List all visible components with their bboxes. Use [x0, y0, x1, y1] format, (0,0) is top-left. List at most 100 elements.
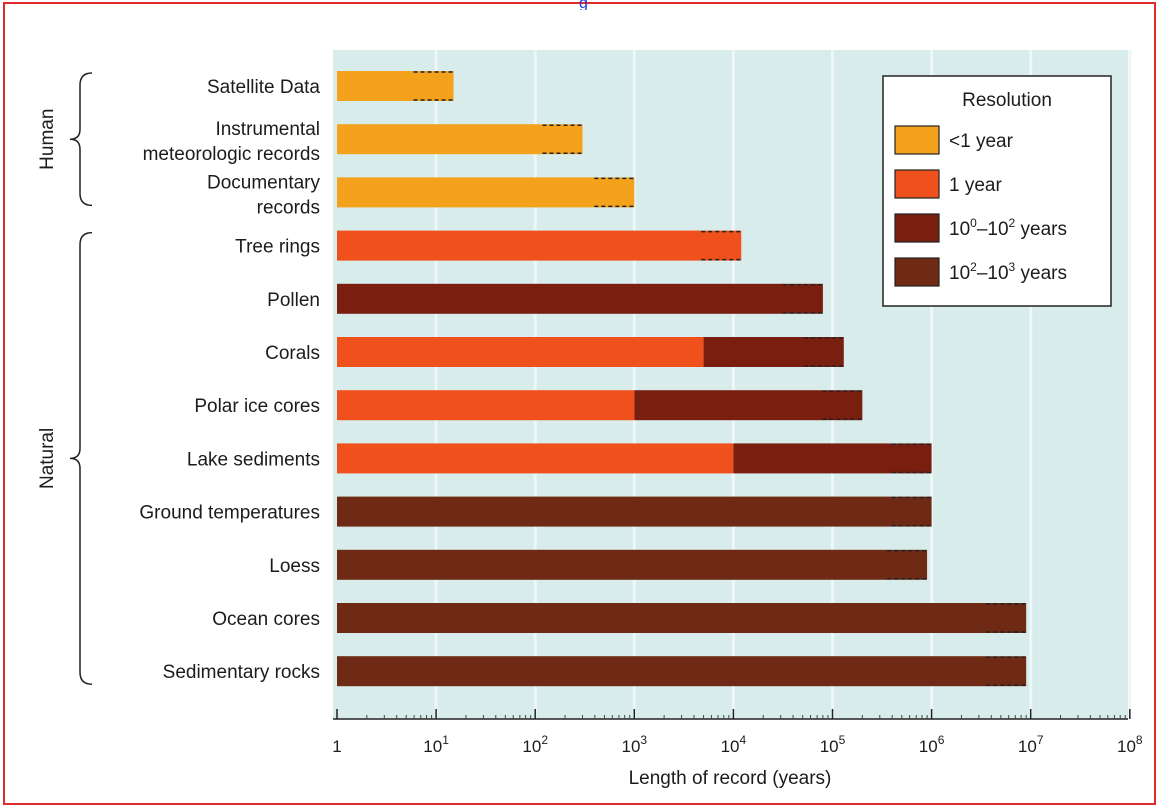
x-tick-label-exponent: 5	[839, 733, 846, 747]
x-tick-label: 108	[1117, 733, 1143, 756]
group-label: Human	[37, 109, 58, 170]
legend-label: 102–103 years	[949, 260, 1067, 284]
legend-label-exponent: 0	[970, 216, 977, 230]
group-bracket	[69, 231, 93, 685]
category-label: Ocean cores	[212, 609, 320, 630]
bar	[337, 337, 846, 367]
bar	[337, 283, 825, 314]
legend-swatch	[894, 257, 940, 287]
bars	[337, 71, 1029, 687]
legend-label-base: 10	[949, 219, 970, 240]
x-axis: 1 101 102 103 104 105 106 107 108	[332, 709, 1143, 756]
category-label: Documentary	[207, 172, 320, 193]
legend-title: Resolution	[962, 90, 1052, 111]
bar-segment	[337, 603, 1027, 633]
bar-segment	[337, 390, 635, 421]
bar-segment	[733, 443, 932, 474]
x-tick-label-base: 10	[522, 737, 541, 756]
bar-segment	[337, 177, 635, 208]
bar-segment	[703, 337, 844, 367]
x-tick-label: 103	[621, 733, 647, 756]
top-link-fragment[interactable]: g	[579, 0, 588, 10]
legend-label: 1 year	[949, 175, 1002, 196]
category-label: Tree rings	[235, 237, 320, 258]
bar	[337, 71, 456, 101]
category-label: Instrumental	[215, 119, 320, 140]
group-label: Natural	[37, 428, 58, 489]
category-label: meteorologic records	[143, 144, 320, 165]
bar	[337, 603, 1029, 633]
legend-label-base: 10	[987, 263, 1008, 284]
legend-label-base: 10	[987, 219, 1008, 240]
legend-label-unit: years	[1015, 263, 1067, 284]
category-label: Corals	[265, 343, 320, 364]
legend-swatch	[894, 213, 940, 243]
bar	[337, 656, 1029, 687]
x-axis-title: Length of record (years)	[629, 768, 832, 789]
x-tick-label-base: 10	[721, 737, 740, 756]
x-tick-label: 104	[721, 733, 747, 756]
bar-segment	[337, 71, 454, 101]
legend-label-exponent: 2	[970, 260, 977, 274]
bar	[337, 177, 637, 208]
category-label: Satellite Data	[207, 77, 320, 98]
bar-segment	[337, 549, 928, 580]
category-label: Lake sediments	[187, 449, 320, 470]
category-label: Sedimentary rocks	[163, 662, 320, 683]
category-label: Pollen	[267, 290, 320, 311]
category-label: records	[257, 197, 320, 218]
x-tick-label: 106	[919, 733, 945, 756]
bar	[337, 390, 865, 421]
x-tick-label-exponent: 4	[740, 733, 747, 747]
x-tick-label-base: 10	[1117, 737, 1136, 756]
x-tick-label-base: 10	[820, 737, 839, 756]
legend-label-base: 10	[949, 263, 970, 284]
legend-label: 100–102 years	[949, 216, 1067, 240]
bar	[337, 443, 934, 474]
bar	[337, 230, 744, 261]
bar-segment	[337, 656, 1027, 687]
x-tick-label: 102	[522, 733, 548, 756]
bar-segment	[337, 337, 704, 367]
bar	[337, 124, 585, 155]
legend-label-unit: years	[1015, 219, 1067, 240]
x-tick-label: 107	[1018, 733, 1044, 756]
bar-segment	[337, 283, 823, 314]
category-label: Ground temperatures	[139, 503, 320, 524]
legend-swatch	[894, 169, 940, 199]
category-label: Polar ice cores	[194, 396, 320, 417]
bar-segment	[337, 230, 742, 261]
category-labels: Satellite Data Instrumental meteorologic r…	[139, 77, 320, 683]
bar	[337, 549, 930, 580]
x-tick-label-base: 10	[1018, 737, 1037, 756]
legend-label-dash: –	[977, 219, 988, 240]
bar-segment	[337, 496, 932, 527]
x-tick-label-exponent: 6	[938, 733, 945, 747]
x-tick-label-exponent: 8	[1136, 733, 1143, 747]
legend-label-exponent: 2	[1009, 216, 1016, 230]
x-tick-label: 105	[820, 733, 846, 756]
x-tick-label-base: 10	[423, 737, 442, 756]
x-tick-label-exponent: 3	[640, 733, 647, 747]
legend-label: <1 year	[949, 131, 1014, 152]
bar-segment	[337, 443, 734, 474]
x-tick-label: 1	[332, 737, 341, 756]
x-tick-label-base: 1	[332, 737, 341, 756]
group-bracket	[69, 72, 93, 207]
legend-swatch	[894, 125, 940, 155]
bar-segment	[337, 124, 583, 155]
legend-label-dash: –	[977, 263, 988, 284]
x-tick-label: 101	[423, 733, 449, 756]
bar-segment	[634, 390, 863, 421]
x-tick-label-base: 10	[621, 737, 640, 756]
group-brackets: Human Natural	[37, 72, 93, 685]
x-tick-label-base: 10	[919, 737, 938, 756]
legend-label-exponent: 3	[1009, 260, 1016, 274]
bar	[337, 496, 934, 527]
x-tick-label-exponent: 1	[442, 733, 449, 747]
x-tick-label-exponent: 2	[541, 733, 548, 747]
x-tick-label-exponent: 7	[1037, 733, 1044, 747]
category-label: Loess	[269, 556, 320, 577]
